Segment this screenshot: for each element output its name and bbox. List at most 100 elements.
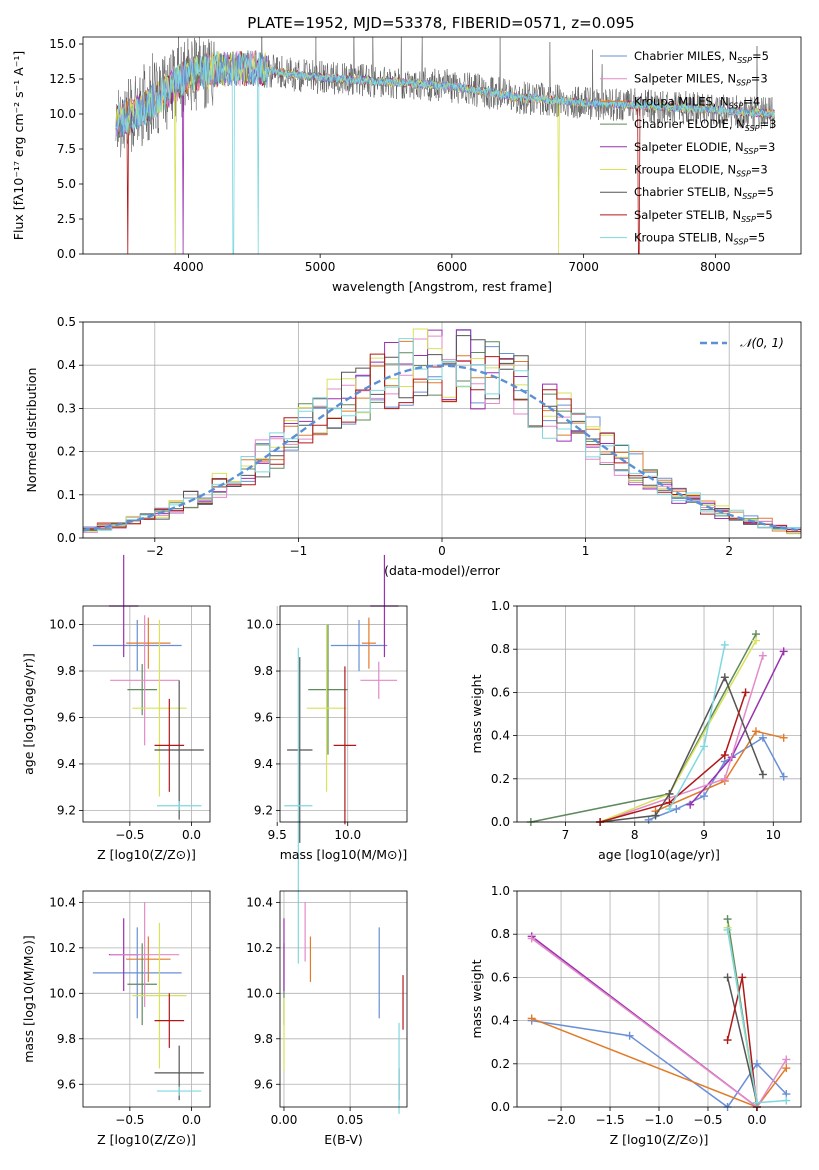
y-tick-label: 0.0 [491, 815, 510, 829]
legend-label: Kroupa STELIB, NSSP=5 [634, 231, 765, 247]
mass-vs-ebv-panel: 0.00 0.05 9.6 9.8 10.0 10.2 10.4 E(B-V) [246, 890, 408, 1147]
axes-frame [82, 321, 802, 539]
y-tick-label: 9.2 [57, 803, 76, 817]
mass-weight-line-c7 [726, 977, 758, 1103]
y-tick-label: 12.5 [49, 72, 76, 86]
y-tick-label: 0.3 [57, 401, 76, 415]
x-axis-label: Z [log10(Z/Z⊙)] [97, 847, 196, 862]
spectrum-panel: 4000 5000 6000 7000 8000 0.0 2.5 5.0 7.5 10.0 12.5… [11, 36, 802, 294]
x-tick-label: −0.5 [115, 828, 144, 842]
axes-frame [516, 605, 802, 823]
histogram-series-c9 [83, 338, 801, 531]
y-tick-label: 0.5 [57, 315, 76, 329]
plot-area [92, 554, 204, 820]
axes-frame [279, 605, 408, 823]
y-tick-label: 0.6 [491, 685, 510, 699]
x-tick-label: 0.00 [271, 1113, 298, 1127]
y-tick-label: 0.2 [57, 445, 76, 459]
gaussian-reference-line [82, 364, 799, 532]
y-tick-label: 9.8 [57, 664, 76, 678]
spectrum-legend: Chabrier MILES, NSSP=5 Salpeter MILES, NS… [600, 49, 776, 247]
x-axis-label: wavelength [Angstrom, rest frame] [332, 279, 552, 294]
x-axis-label: Z [log10(Z/Z⊙)] [610, 1132, 709, 1147]
y-tick-label: 0.8 [491, 642, 510, 656]
x-axis-label: E(B-V) [324, 1132, 363, 1147]
axes-frame [516, 890, 802, 1108]
y-tick-label: 9.4 [254, 757, 273, 771]
legend-label: Kroupa MILES, NSSP=4 [634, 94, 760, 110]
y-tick-label: 10.0 [49, 107, 76, 121]
legend-label: Chabrier MILES, NSSP=5 [634, 49, 769, 65]
histogram-series-c5 [83, 335, 801, 533]
y-tick-label: 10.0 [49, 618, 76, 632]
y-tick-label: 0.2 [491, 772, 510, 786]
y-tick-label: 9.6 [254, 1077, 273, 1091]
y-tick-label: 9.8 [254, 664, 273, 678]
y-tick-label: 0.4 [491, 1014, 510, 1028]
x-tick-label: 5000 [305, 260, 336, 274]
x-tick-label: 4000 [173, 260, 204, 274]
plot-area [92, 902, 204, 1101]
y-tick-label: 9.8 [57, 1032, 76, 1046]
x-tick-label: 0.05 [337, 1113, 364, 1127]
axes-frame [82, 605, 211, 823]
x-tick-label: 10.0 [334, 828, 361, 842]
legend-label: Chabrier ELODIE, NSSP=3 [634, 117, 776, 133]
y-tick-label: 10.0 [246, 986, 273, 1000]
x-tick-label: −0.5 [693, 1113, 722, 1127]
age-vs-metallicity-panel: −0.5 0.0 9.2 9.4 9.6 9.8 10.0 Z [log10(Z/Z⊙)] ag… [21, 554, 211, 862]
y-tick-label: 9.4 [57, 757, 76, 771]
y-tick-label: 9.6 [57, 1077, 76, 1091]
x-tick-label: 0.0 [182, 1113, 201, 1127]
x-tick-label: −1.5 [595, 1113, 624, 1127]
y-axis-label: mass [log10(M/M⊙)] [21, 935, 36, 1063]
mass-weight-line-c5 [599, 655, 764, 823]
y-tick-label: 10.0 [246, 618, 273, 632]
x-axis-label: mass [log10(M/M⊙)] [280, 847, 408, 862]
x-axis-label: age [log10(age/yr)] [598, 847, 720, 862]
histogram-series-c7 [83, 335, 801, 531]
histogram-legend: 𝒩(0, 1) [700, 336, 784, 350]
y-tick-label: 10.2 [246, 941, 273, 955]
y-tick-label: 2.5 [57, 212, 76, 226]
y-tick-label: 0.1 [57, 488, 76, 502]
legend-label: Chabrier STELIB, NSSP=5 [634, 185, 774, 201]
y-tick-label: 10.4 [246, 895, 273, 909]
y-tick-label: 1.0 [491, 599, 510, 613]
mass-weight-line-c2 [655, 730, 784, 812]
legend-label: Salpeter MILES, NSSP=3 [634, 72, 768, 88]
y-tick-label: 0.0 [491, 1100, 510, 1114]
y-tick-label: 9.2 [254, 803, 273, 817]
x-tick-label: −0.5 [115, 1113, 144, 1127]
y-tick-label: 7.5 [57, 142, 76, 156]
y-axis-label: age [log10(age/yr)] [21, 653, 36, 775]
x-tick-label: 2 [725, 544, 733, 558]
y-tick-label: 1.0 [491, 884, 510, 898]
y-tick-label: 10.4 [49, 895, 76, 909]
x-tick-label: 8000 [700, 260, 731, 274]
y-tick-label: 10.2 [49, 941, 76, 955]
y-tick-label: 0.6 [491, 970, 510, 984]
x-tick-label: −2.0 [546, 1113, 575, 1127]
y-axis-label: mass weight [469, 674, 484, 753]
legend-label: Salpeter ELODIE, NSSP=3 [634, 140, 775, 156]
y-tick-label: 9.6 [57, 710, 76, 724]
y-tick-label: 0.8 [491, 927, 510, 941]
mass-vs-metallicity-panel: −0.5 0.0 9.6 9.8 10.0 10.2 10.4 Z [log10(Z/Z⊙)]… [21, 890, 211, 1147]
y-axis-label: Normed distribution [24, 368, 39, 493]
axes-frame [82, 36, 802, 255]
y-tick-label: 0.4 [491, 729, 510, 743]
y-tick-label: 0.0 [57, 247, 76, 261]
figure-title: PLATE=1952, MJD=53378, FIBERID=0571, z=0… [247, 14, 634, 32]
y-axis-label: Flux [fλ10⁻¹⁷ erg cm⁻² s⁻¹ A⁻¹] [11, 51, 26, 240]
plot-area [115, 37, 775, 254]
mass-weight-vs-age-panel: 7 8 9 10 0.0 0.2 0.4 0.6 0.8 1.0 age [log10(age/yr… [469, 599, 802, 862]
x-tick-label: 0 [438, 544, 446, 558]
legend-label: Salpeter STELIB, NSSP=5 [634, 208, 773, 224]
mass-weight-line-c8 [599, 692, 747, 823]
y-tick-label: 0.2 [491, 1057, 510, 1071]
x-tick-label: 0.0 [747, 1113, 766, 1127]
x-tick-label: −1 [290, 544, 308, 558]
plot-area [82, 328, 801, 535]
